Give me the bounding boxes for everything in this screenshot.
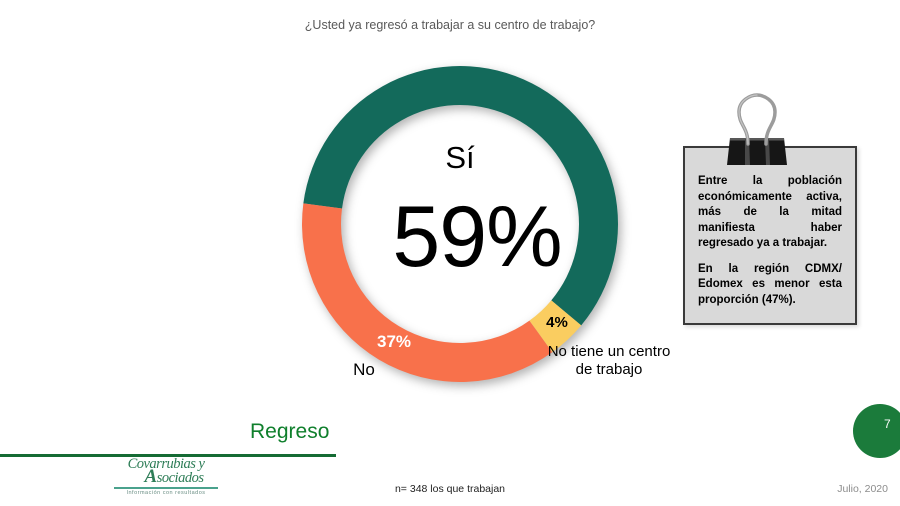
segment-no-center-category-label: No tiene un centro de trabajo [547, 343, 671, 378]
donut-center-category-label: Sí [445, 140, 475, 175]
sample-size-note: n= 348 los que trabajan [394, 483, 506, 495]
section-label: Regreso [250, 420, 330, 443]
donut-segment-no [302, 203, 553, 382]
logo-tagline: Información con resultados [126, 489, 206, 496]
donut-chart [302, 65, 618, 382]
segment-no-center-percentage-label: 4% [546, 314, 568, 331]
logo-line-1: Covarrubias y [127, 456, 205, 472]
binder-clip-icon [727, 93, 787, 165]
date-label: Julio, 2020 [837, 483, 888, 495]
logo-line-2-rest: sociados [156, 470, 204, 486]
segment-no-category-label: No [353, 360, 375, 379]
logo-line-2: Asociados [106, 467, 226, 486]
segment-no-percentage-label: 37% [376, 332, 412, 351]
section-underline [0, 454, 336, 457]
note-paragraph-1: Entre la población económicamente activa… [698, 175, 842, 249]
donut-center-value-label: 59% [392, 189, 562, 285]
slide-title: ¿Usted ya regresó a trabajar a su centro… [304, 18, 596, 32]
note-box: Entre la población económicamente activa… [683, 146, 857, 325]
logo-initial: A [144, 466, 158, 487]
page-number-badge: 7 [853, 404, 900, 458]
logo-rule [114, 487, 218, 489]
note-paragraph-2: En la región CDMX/ Edomex es menor esta … [698, 262, 842, 306]
company-logo: Covarrubias y Asociados Información con … [106, 456, 226, 496]
donut-segment-si [303, 65, 618, 326]
page-number: 7 [884, 417, 891, 431]
donut-segment-no-tiene-un-centro-de-trabajo [529, 300, 582, 353]
